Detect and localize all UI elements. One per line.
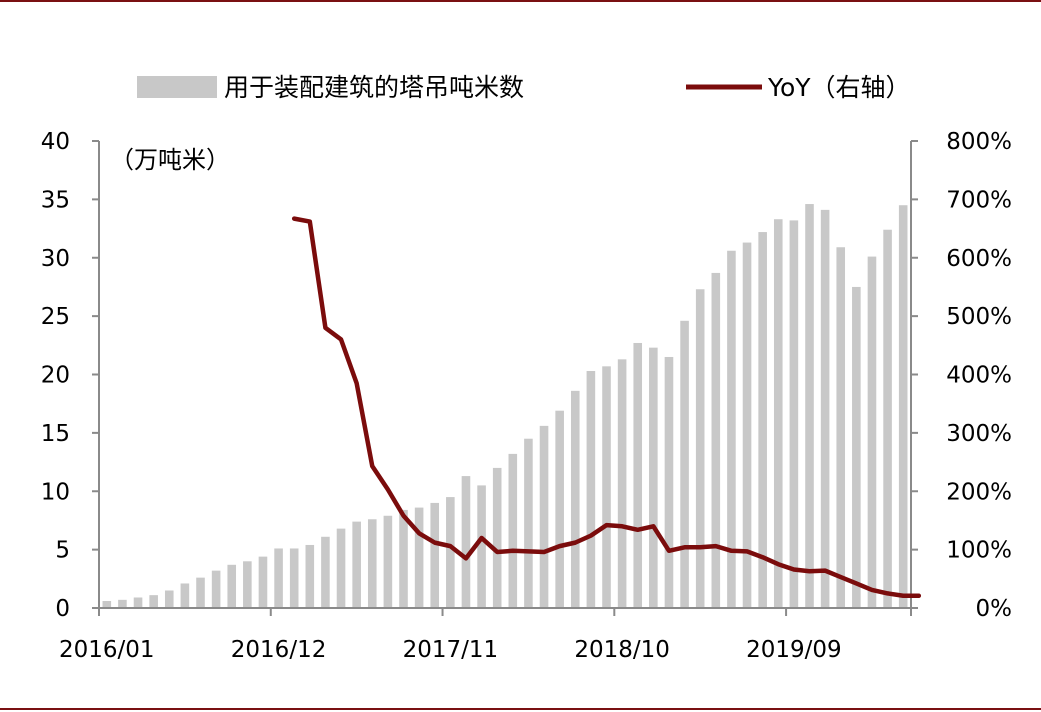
bar-series — [102, 204, 908, 609]
bar — [773, 219, 783, 608]
right-tick-label: 500% — [946, 304, 1012, 330]
bar — [352, 521, 361, 608]
yoy-line — [291, 216, 922, 598]
bottom-border — [0, 708, 1041, 710]
bar — [742, 242, 752, 608]
legend-bar-swatch — [137, 76, 217, 98]
bar — [164, 590, 174, 608]
bar — [617, 359, 627, 608]
bar — [898, 205, 908, 608]
bar — [336, 528, 346, 608]
bar — [430, 502, 440, 608]
left-axis-unit: （万吨米） — [110, 146, 230, 174]
bar — [399, 509, 408, 608]
bar — [883, 229, 892, 609]
bar — [555, 410, 564, 608]
bar — [305, 544, 315, 608]
bar — [461, 476, 471, 608]
bar — [274, 548, 283, 608]
bar — [789, 220, 799, 608]
x-tick-label: 2017/11 — [403, 637, 499, 663]
axes: 05101520253035400%100%200%300%400%500%60… — [41, 129, 1012, 663]
bar — [758, 232, 767, 608]
left-tick-label: 15 — [41, 421, 70, 447]
bar — [680, 320, 689, 608]
right-tick-label: 0% — [976, 596, 1013, 622]
left-tick-label: 35 — [41, 187, 70, 213]
bar — [133, 597, 143, 608]
right-tick-label: 300% — [946, 421, 1012, 447]
right-tick-label: 600% — [946, 246, 1012, 272]
bar — [321, 536, 330, 608]
x-tick-label: 2018/10 — [574, 637, 670, 663]
left-tick-label: 25 — [41, 304, 70, 330]
top-border — [0, 0, 1041, 2]
right-tick-label: 100% — [946, 538, 1012, 564]
x-tick-label: 2019/09 — [746, 637, 842, 663]
x-tick-label: 2016/12 — [231, 637, 327, 663]
bar — [118, 599, 127, 608]
bar — [805, 204, 814, 609]
right-tick-label: 700% — [946, 187, 1012, 213]
bar — [695, 289, 705, 608]
bar — [102, 601, 112, 608]
bar — [602, 366, 611, 608]
left-tick-label: 30 — [41, 246, 70, 272]
bar — [836, 247, 846, 609]
bar — [570, 390, 580, 608]
line-series — [291, 216, 922, 598]
bar — [586, 371, 596, 608]
bar — [149, 595, 158, 608]
bar — [243, 561, 252, 608]
bar — [383, 515, 393, 608]
bar — [367, 519, 377, 608]
right-tick-label: 800% — [946, 129, 1012, 155]
bar — [524, 438, 533, 608]
bar — [727, 250, 736, 608]
bar — [492, 467, 502, 608]
right-tick-label: 200% — [946, 479, 1012, 505]
bar — [649, 347, 658, 608]
left-tick-label: 5 — [55, 538, 70, 564]
bar — [446, 497, 455, 608]
bar — [820, 209, 830, 608]
bar — [414, 507, 424, 608]
left-tick-label: 0 — [55, 596, 70, 622]
legend-line-label: YoY（右轴） — [767, 73, 911, 102]
bar — [180, 583, 190, 608]
bar — [633, 342, 643, 608]
bar — [852, 286, 861, 608]
bar — [227, 564, 237, 608]
bar — [539, 425, 549, 608]
x-tick-label: 2016/01 — [59, 637, 155, 663]
bar — [196, 577, 205, 608]
left-tick-label: 40 — [41, 129, 70, 155]
bar — [211, 570, 221, 608]
left-tick-label: 20 — [41, 363, 70, 389]
bar — [477, 485, 486, 608]
bar — [711, 272, 721, 608]
bar — [289, 548, 299, 608]
bar — [867, 256, 877, 608]
bar — [258, 556, 268, 608]
left-tick-label: 10 — [41, 479, 70, 505]
right-tick-label: 400% — [946, 363, 1012, 389]
bar — [508, 453, 518, 608]
bar — [664, 356, 674, 608]
legend-bar-label: 用于装配建筑的塔吊吨米数 — [224, 73, 524, 102]
